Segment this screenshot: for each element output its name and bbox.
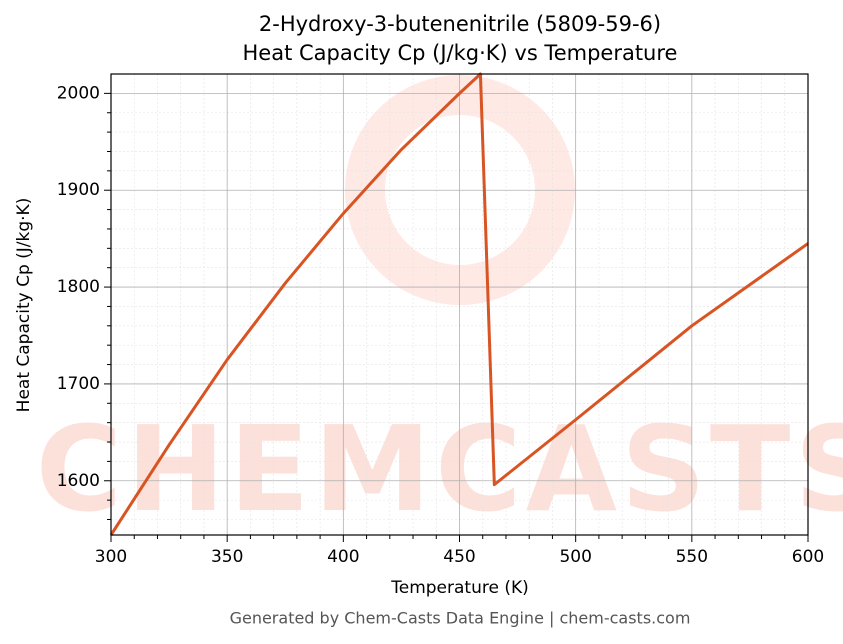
plot-frame — [110, 73, 809, 536]
x-tick-label: 450 — [443, 547, 475, 567]
x-tick-label: 400 — [327, 547, 359, 567]
y-axis-label: Heat Capacity Cp (J/kg·K) — [14, 198, 34, 413]
chart-title: 2-Hydroxy-3-butenenitrile (5809-59-6) — [259, 12, 661, 36]
x-tick-label: 300 — [95, 547, 127, 567]
x-tick-label: 350 — [211, 547, 243, 567]
y-tick-label: 1800 — [57, 277, 100, 297]
x-tick-label: 550 — [676, 547, 708, 567]
watermark: CHEMCASTS — [36, 400, 843, 538]
chart-subtitle: Heat Capacity Cp (J/kg·K) vs Temperature — [243, 41, 678, 65]
y-tick-label: 1700 — [57, 374, 100, 394]
x-tick-label: 500 — [559, 547, 591, 567]
y-tick-label: 2000 — [57, 83, 100, 103]
footer: Generated by Chem-Casts Data Engine | ch… — [230, 609, 691, 628]
x-axis-label: Temperature (K) — [390, 578, 529, 598]
y-tick-label: 1900 — [57, 180, 100, 200]
data-line — [109, 72, 809, 536]
x-tick-label: 600 — [792, 547, 824, 567]
y-tick-label: 1600 — [57, 471, 100, 491]
